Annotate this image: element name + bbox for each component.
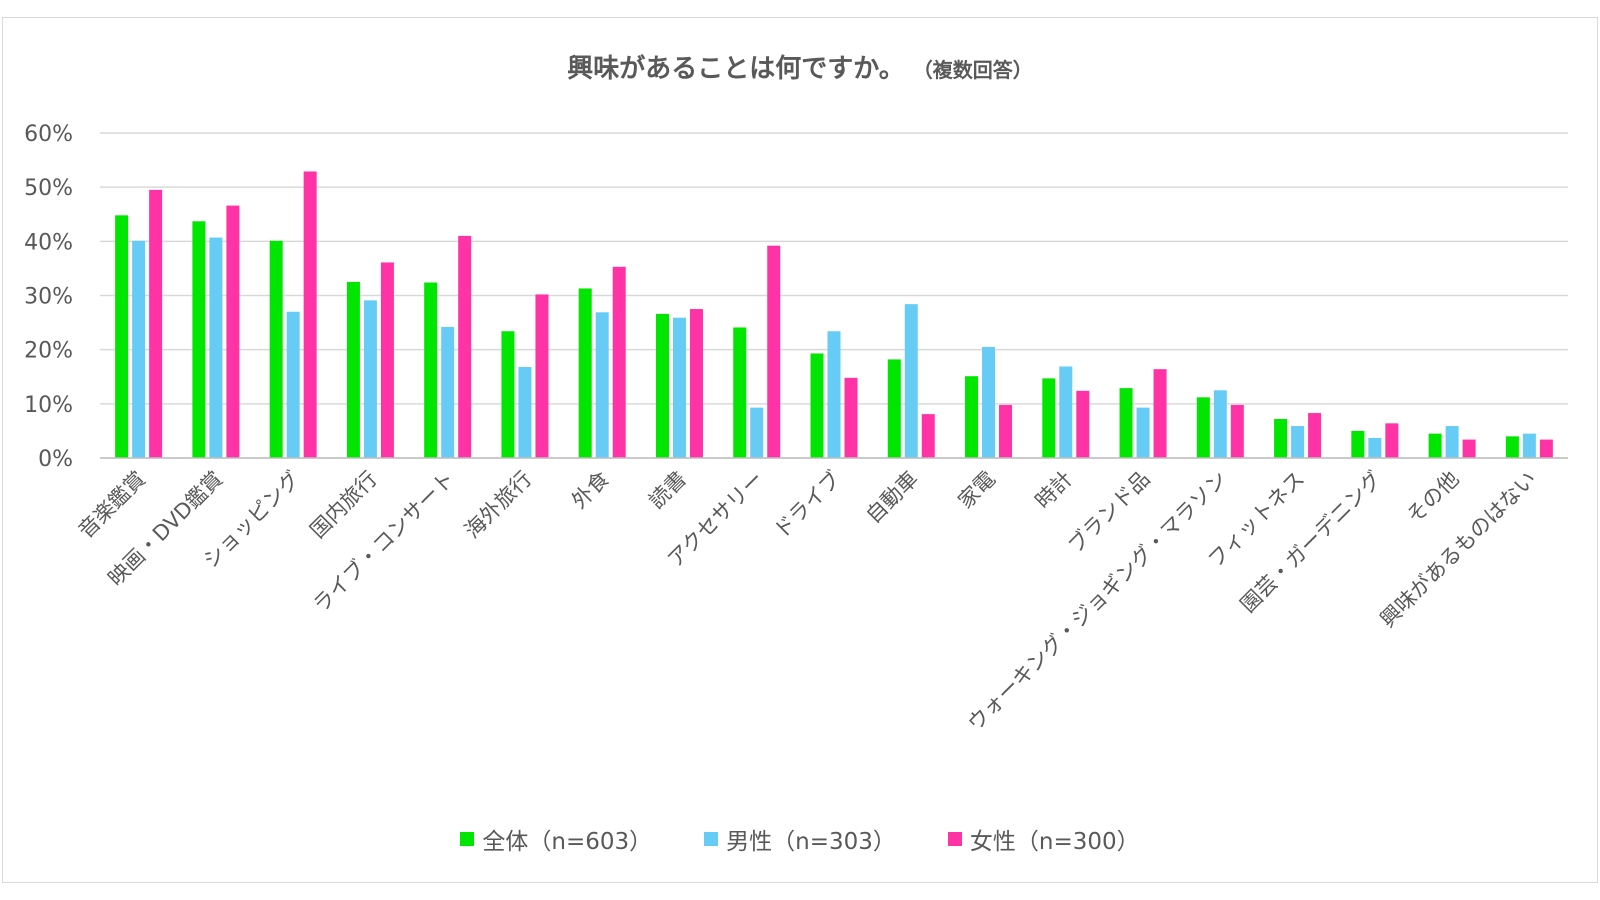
x-tick-label: 国内旅行 [306,467,382,543]
bar-total [810,353,824,458]
bar-total [1196,397,1210,458]
bar-total [1505,436,1519,458]
chart-title-block: 興味があることは何ですか。 （複数回答） [0,48,1600,85]
chart-frame [2,17,1598,883]
bar-male [1136,407,1150,458]
legend-swatch-male [704,832,719,846]
bar-female [1462,439,1476,458]
chart-subtitle: （複数回答） [922,58,1033,82]
x-tick-label: ドライブ [769,467,845,543]
bar-total [1274,419,1288,458]
y-tick-label: 30% [24,285,73,310]
legend-label-total: 全体（n=603） [482,829,653,855]
bar-total [655,313,669,458]
bar-male [982,346,996,458]
bar-male [1291,426,1305,458]
legend-label-male: 男性（n=303） [726,829,896,855]
bar-total [1119,388,1133,458]
bar-total [115,215,129,458]
bar-female [535,294,549,458]
x-tick-label: 園芸・ガーデニング [1236,467,1387,618]
bar-female [1308,413,1322,458]
legend-swatch-total [460,832,475,846]
legend-item-total: 全体（n=603） [460,822,652,856]
bar-male [518,367,532,458]
legend: 全体（n=603） 男性（n=303） 女性（n=300） [0,822,1600,856]
bar-female [303,171,317,459]
bar-male [904,304,918,458]
legend-label-female: 女性（n=300） [969,829,1140,855]
legend-swatch-female [947,832,962,846]
bar-female [689,309,703,458]
bar-male [750,407,764,458]
bar-female [1076,390,1090,458]
bar-male [363,300,377,458]
bar-total [269,240,283,458]
bar-female [1230,404,1244,458]
y-tick-label: 10% [24,393,73,418]
chart-title: 興味があることは何ですか。 [567,54,905,84]
y-tick-label: 20% [24,339,73,364]
bar-female [380,262,394,458]
bar-total [1351,430,1365,458]
bar-female [458,235,472,458]
bar-male [1059,366,1073,458]
bar-male [132,240,146,458]
y-tick-label: 50% [24,176,73,201]
bar-total [1042,378,1056,458]
bar-total [501,331,515,458]
x-tick-label: 自動車 [861,467,923,529]
bar-total [578,288,592,458]
x-tick-label: 音楽鑑賞 [74,467,150,543]
bar-total [733,327,747,458]
x-tick-label: その他 [1402,467,1464,529]
x-tick-label: 興味があるものはない [1375,467,1540,632]
bar-female [226,205,240,458]
bar-female [767,245,781,458]
bar-female [149,189,163,458]
bar-female [612,266,626,458]
legend-item-male: 男性（n=303） [704,822,896,856]
bar-female [1539,439,1553,458]
x-tick-label: 海外旅行 [460,467,536,543]
bar-male [286,311,300,458]
bar-male [827,331,841,458]
x-tick-label: 外食 [567,467,614,514]
bar-male [1213,390,1227,458]
bar-male [441,326,455,458]
bar-total [1428,433,1442,458]
bar-female [921,414,935,458]
x-tick-label: 時計 [1031,467,1078,514]
bar-female [844,377,858,458]
y-tick-label: 40% [24,230,73,255]
bar-male [209,237,223,458]
x-tick-label: 家電 [953,467,1000,514]
bar-female [1153,369,1167,458]
bar-total [965,376,979,458]
y-tick-label: 0% [38,447,73,472]
bar-total [887,359,901,458]
legend-item-female: 女性（n=300） [947,822,1140,856]
bar-male [1368,437,1382,458]
bar-male [672,317,686,458]
bar-male [1522,433,1536,458]
bar-total [424,282,438,458]
bar-male [595,312,609,458]
bar-male [1445,426,1459,458]
bar-total [346,281,360,458]
x-tick-label: ライブ・コンサート [309,467,460,618]
bar-total [192,221,206,458]
bar-female [999,404,1013,458]
y-tick-label: 60% [24,122,73,147]
x-tick-label: 読書 [644,467,691,514]
bar-female [1385,423,1399,458]
